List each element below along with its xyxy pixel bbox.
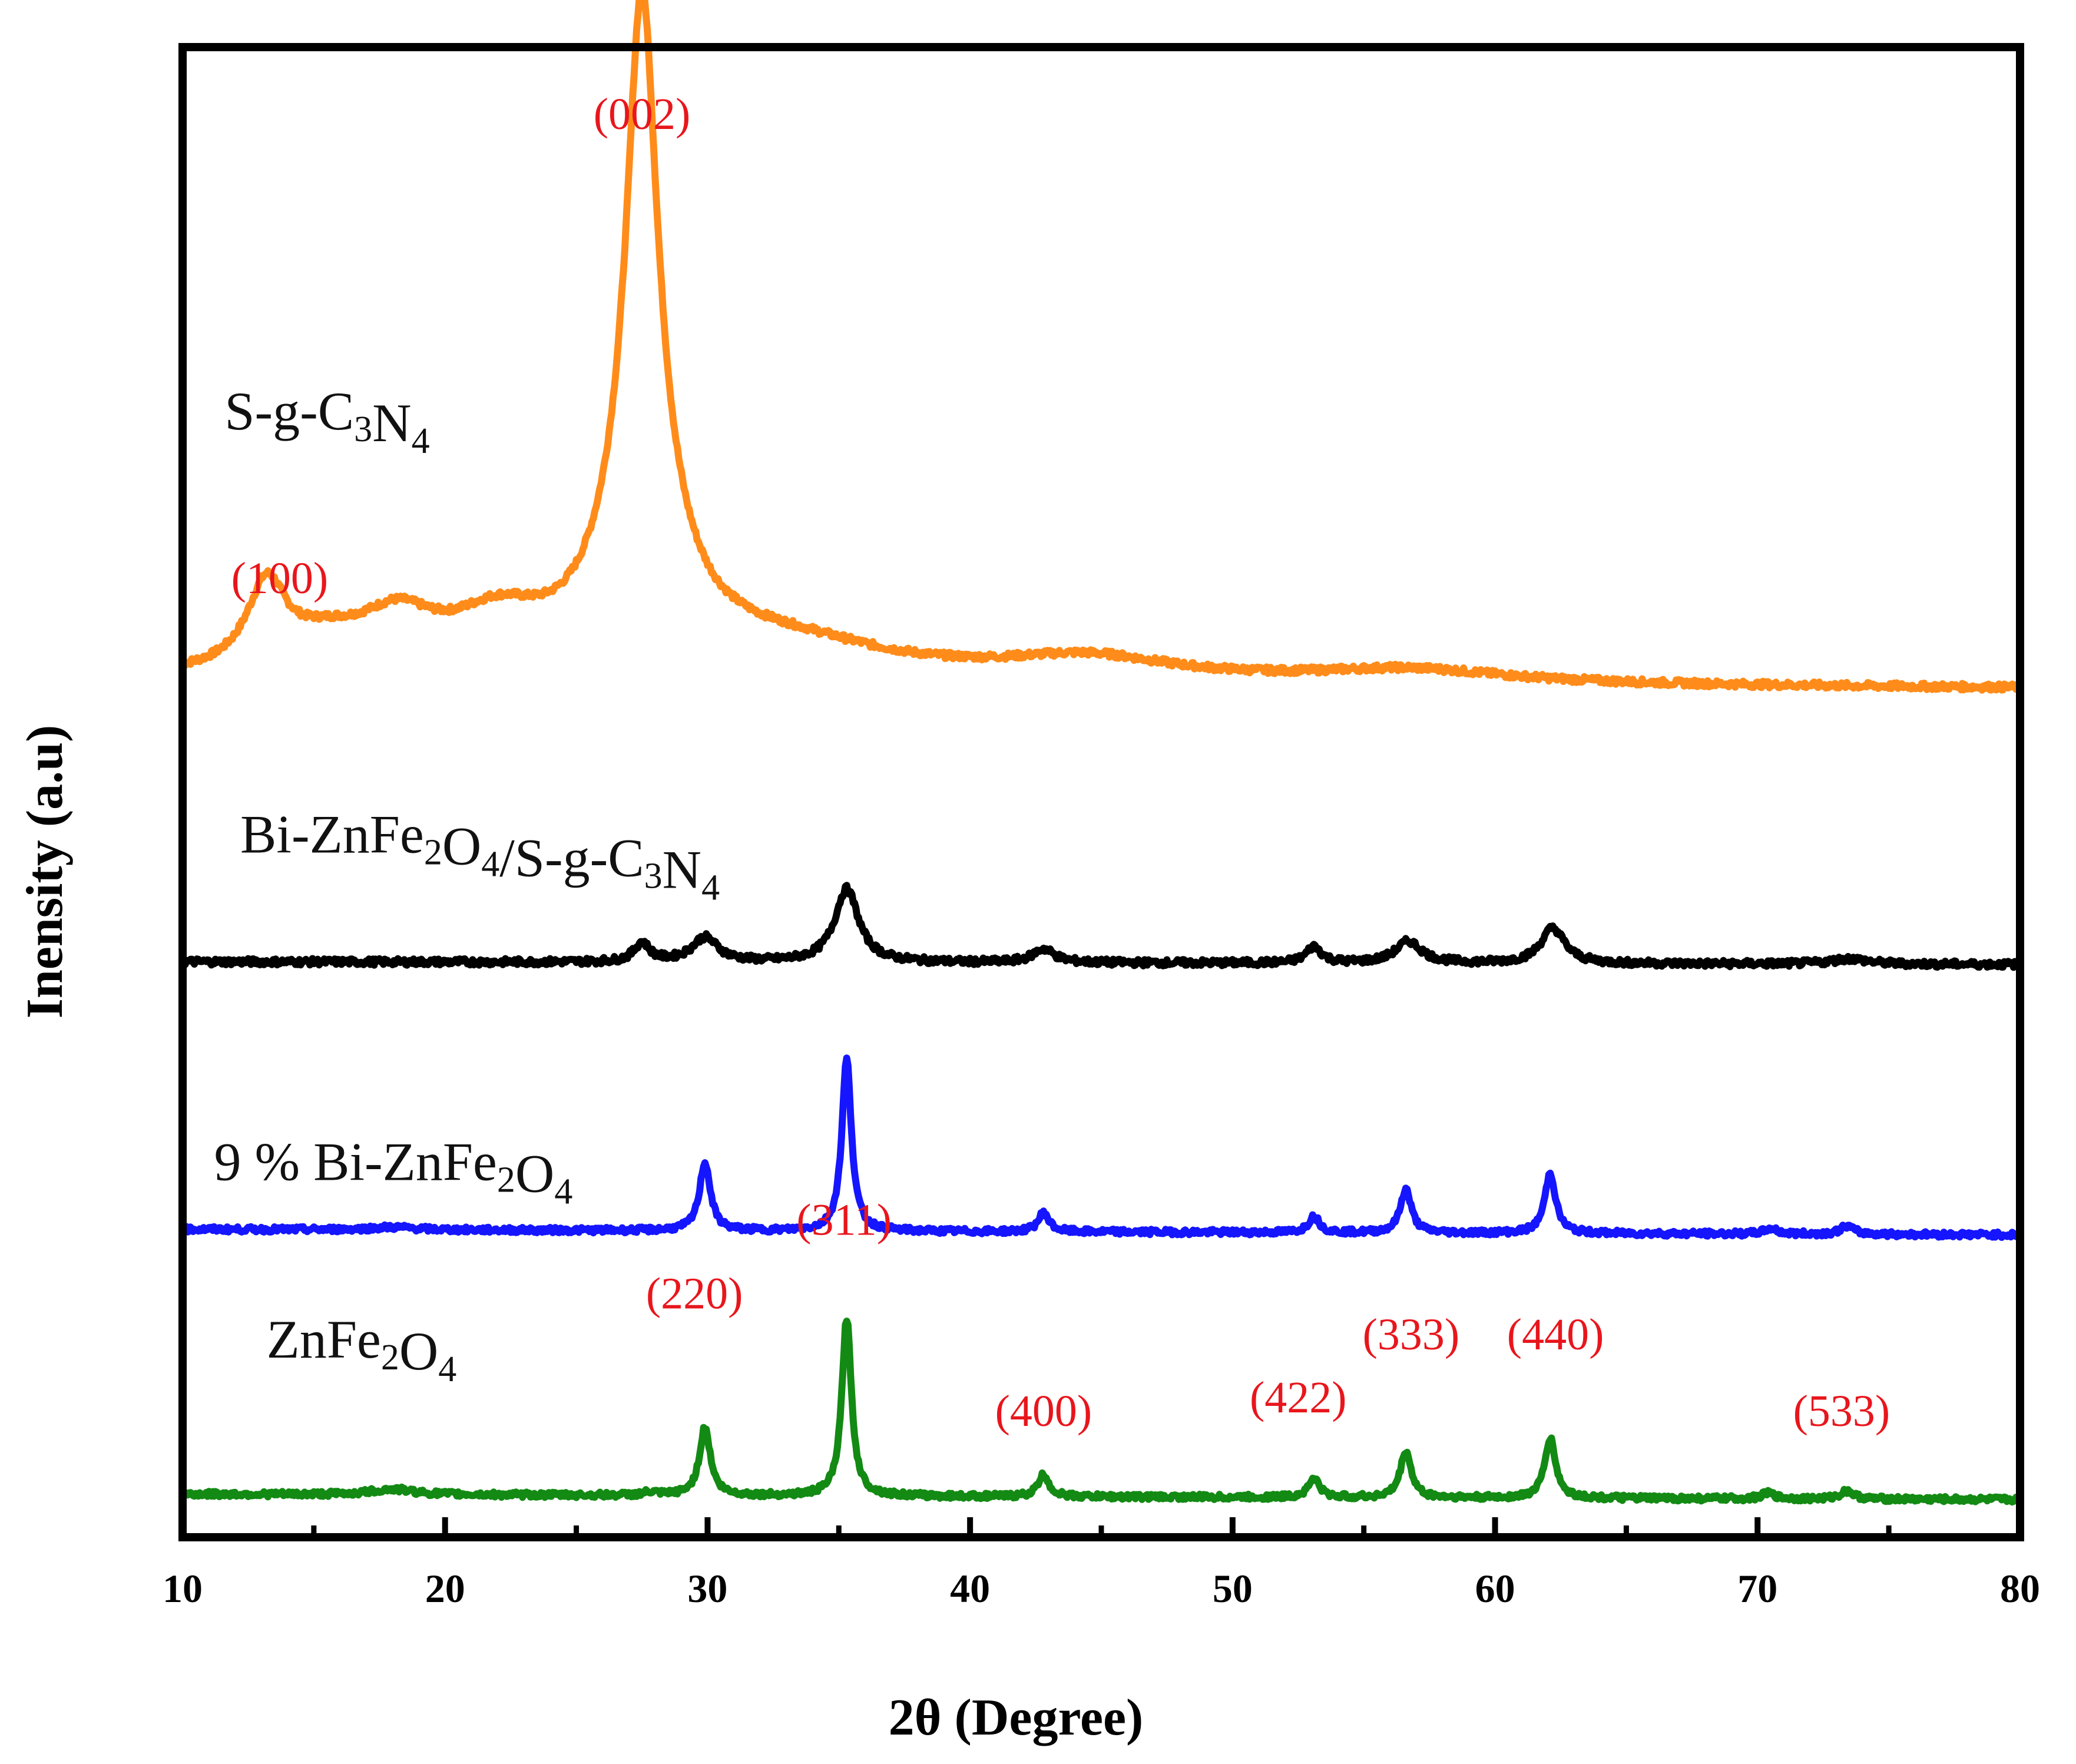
series-line-0 [180,0,2024,694]
peak-label-1: (100) [231,554,329,603]
x-tick-label-4: 50 [1213,1566,1253,1611]
series-line-2 [180,1054,2023,1241]
series-line-3 [180,1318,2022,1506]
peak-label-6: (333) [1363,1310,1460,1359]
y-axis-title: Inensity (a.u) [16,725,74,1019]
x-tick-label-3: 40 [950,1566,990,1611]
x-tick-label-7: 80 [2000,1566,2040,1611]
x-tick-label-0: 10 [163,1566,203,1611]
x-axis-title: 2θ (Degree) [889,1689,1144,1746]
peak-label-5: (422) [1250,1373,1347,1422]
series-label-3: ZnFe2O4 [267,1309,457,1389]
peak-label-3: (220) [646,1269,743,1319]
plot-frame [178,43,2024,1541]
peak-label-2: (311) [796,1195,892,1245]
x-tick-label-6: 70 [1737,1566,1777,1611]
series-label-2: 9 % Bi-ZnFe2O4 [214,1132,572,1212]
peak-label-8: (533) [1793,1386,1890,1436]
peak-label-7: (440) [1507,1310,1604,1359]
x-tick-label-2: 30 [687,1566,727,1611]
series-line-1 [180,882,2023,971]
peak-label-4: (400) [995,1386,1092,1436]
x-tick-label-5: 60 [1475,1566,1515,1611]
peak-label-0: (002) [594,90,691,139]
label-layer: (002) (100) (311) (220) (400) (422) (333) (440)… [214,90,1890,1436]
series-label-1: Bi-ZnFe2O4/S-g-C3N4 [240,804,720,908]
x-tick-label-1: 20 [425,1566,465,1611]
frame-layer: 10 20 30 40 50 60 70 80 [163,43,2040,1611]
series-layer [180,0,2024,1506]
series-label-0: S-g-C3N4 [224,381,429,461]
